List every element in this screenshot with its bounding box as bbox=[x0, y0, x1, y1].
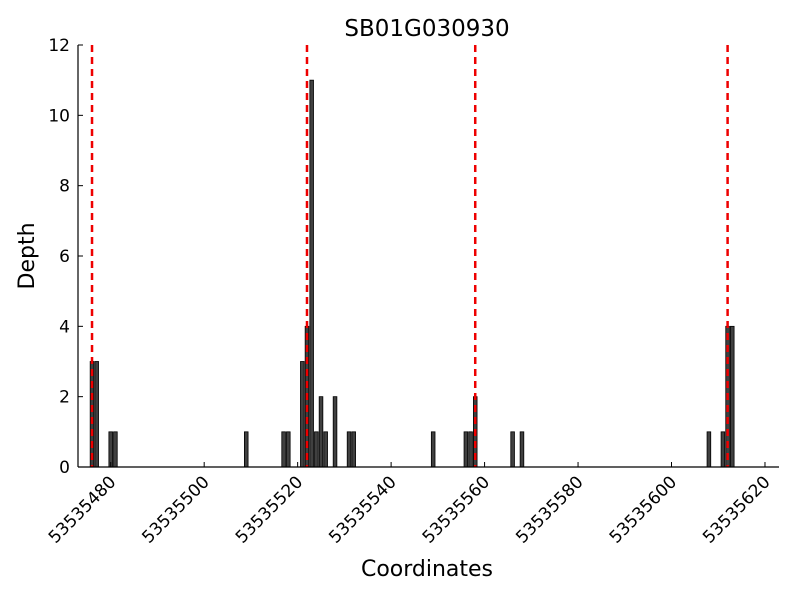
depth-bar bbox=[346, 431, 352, 468]
x-ticks-group: 53535480 53535500 53535520 53535540 53535560… bbox=[45, 462, 775, 548]
depth-bar bbox=[468, 431, 473, 468]
y-tick-label: 4 bbox=[59, 317, 70, 337]
depth-bar bbox=[89, 361, 95, 468]
x-tick-label: 53535580 bbox=[512, 472, 587, 547]
depth-bar bbox=[730, 325, 735, 468]
depth-bar bbox=[430, 431, 436, 468]
y-tick-label: 10 bbox=[48, 106, 70, 126]
y-ticks-group: 0 2 4 6 8 10 12 bbox=[48, 36, 83, 478]
x-axis-label: Coordinates bbox=[361, 557, 493, 582]
x-tick-label: 53535540 bbox=[325, 472, 400, 547]
x-tick-label: 53535520 bbox=[232, 472, 307, 547]
depth-bar bbox=[332, 396, 338, 468]
y-axis-label: Depth bbox=[15, 222, 40, 289]
depth-bar bbox=[706, 431, 712, 468]
x-tick-label: 53535500 bbox=[138, 472, 213, 547]
depth-bar bbox=[300, 361, 305, 468]
depth-bar bbox=[108, 431, 113, 468]
depth-bar bbox=[318, 396, 324, 468]
reference-lines-group bbox=[90, 45, 729, 467]
depth-bar bbox=[309, 79, 314, 468]
depth-bar bbox=[286, 431, 291, 468]
depth-bar bbox=[519, 431, 525, 468]
x-tick-label: 53535620 bbox=[699, 472, 774, 547]
y-tick-label: 2 bbox=[59, 388, 70, 408]
depth-bar bbox=[463, 431, 469, 468]
y-tick-label: 0 bbox=[59, 458, 70, 478]
depth-bar bbox=[323, 431, 328, 468]
depth-bar bbox=[244, 431, 249, 468]
depth-bar bbox=[314, 431, 319, 468]
depth-bar bbox=[113, 431, 118, 468]
chart-title: SB01G030930 bbox=[344, 16, 509, 42]
depth-bar bbox=[281, 431, 286, 468]
depth-bar bbox=[720, 431, 726, 468]
y-tick-label: 12 bbox=[48, 36, 70, 56]
depth-bar bbox=[510, 431, 515, 468]
depth-bar bbox=[94, 361, 99, 468]
x-tick-label: 53535480 bbox=[45, 472, 120, 547]
x-tick-label: 53535560 bbox=[419, 472, 494, 547]
y-tick-label: 6 bbox=[59, 247, 70, 267]
x-tick-label: 53535600 bbox=[606, 472, 681, 547]
y-tick-label: 8 bbox=[59, 177, 70, 197]
depth-bar bbox=[351, 431, 356, 468]
bars-group bbox=[89, 79, 735, 468]
